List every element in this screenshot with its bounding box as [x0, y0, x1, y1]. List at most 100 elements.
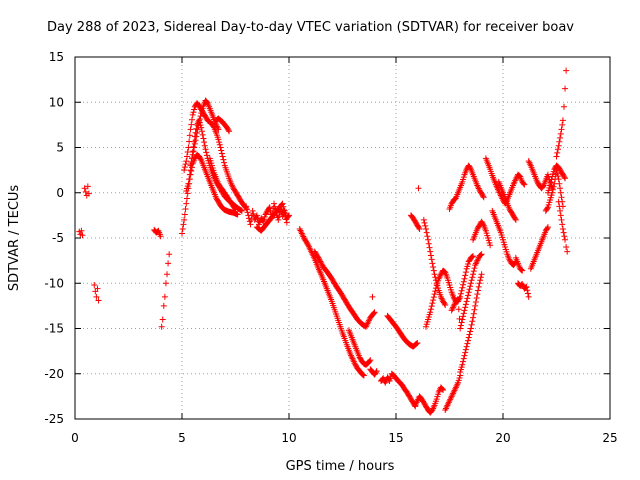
data-point [460, 355, 467, 362]
data-point [194, 126, 201, 133]
data-point [215, 126, 222, 133]
data-point [556, 180, 563, 187]
data-point [563, 244, 570, 251]
data-point [557, 189, 564, 196]
data-point [468, 254, 475, 261]
data-point [555, 176, 562, 183]
data-point [457, 322, 464, 329]
data-point [266, 204, 273, 211]
data-point [517, 266, 524, 273]
data-point [196, 116, 203, 123]
data-point [467, 283, 474, 290]
data-point [544, 224, 551, 231]
data-point [466, 286, 473, 293]
data-point [557, 134, 564, 141]
data-point [515, 172, 522, 179]
data-point [286, 212, 292, 219]
data-point [189, 151, 196, 158]
data-point [191, 106, 198, 113]
data-point [454, 297, 461, 304]
data-point [186, 176, 193, 183]
data-point [470, 314, 477, 321]
data-point [160, 302, 167, 309]
data-point [553, 153, 560, 160]
data-point [558, 216, 565, 223]
data-point [487, 242, 494, 249]
data-point [373, 369, 380, 376]
x-tick-label: 20 [495, 431, 510, 445]
data-point [430, 267, 437, 274]
data-point [78, 227, 85, 234]
data-point [366, 358, 373, 365]
data-point [232, 206, 239, 213]
data-point [455, 296, 462, 303]
data-point [190, 109, 197, 116]
data-point [465, 292, 472, 299]
data-point [467, 165, 474, 172]
data-point [559, 221, 566, 228]
data-point [478, 251, 485, 258]
data-point [460, 358, 467, 365]
y-tick-label: 15 [49, 50, 64, 64]
data-point [189, 111, 196, 118]
data-point [556, 138, 563, 145]
data-point [458, 287, 465, 294]
data-point [562, 236, 569, 243]
data-point [187, 126, 194, 133]
data-point [467, 328, 474, 335]
data-point [370, 310, 377, 317]
data-point [279, 200, 286, 207]
x-tick-label: 5 [178, 431, 186, 445]
data-point [544, 225, 551, 232]
data-point [215, 136, 222, 143]
data-point [561, 174, 568, 181]
data-point [471, 265, 478, 272]
data-point [423, 229, 430, 236]
data-point [188, 168, 195, 175]
data-point [462, 304, 469, 311]
data-point [440, 268, 447, 275]
data-point [244, 209, 251, 216]
data-point [81, 185, 88, 192]
data-point [557, 212, 564, 219]
data-point [557, 207, 564, 214]
data-point [203, 99, 210, 106]
data-point [472, 298, 479, 305]
data-point [465, 334, 472, 341]
data-point [420, 216, 427, 223]
data-point [564, 248, 571, 255]
data-point [460, 313, 467, 320]
y-axis-ticks: -25 -20 -15 -10 -5 0 5 10 15 [44, 50, 610, 426]
data-point [563, 67, 570, 74]
data-point [316, 257, 323, 264]
data-point [519, 267, 526, 274]
data-point [198, 128, 205, 135]
data-point [558, 194, 565, 201]
data-point [182, 161, 189, 168]
data-point [561, 233, 568, 240]
data-point [188, 158, 195, 165]
data-point [456, 315, 463, 322]
data-point [197, 155, 204, 162]
data-point [318, 261, 325, 268]
data-point [191, 144, 198, 151]
data-point [525, 293, 532, 300]
data-point [521, 181, 528, 188]
data-point [477, 251, 484, 258]
x-tick-label: 25 [602, 431, 617, 445]
data-point [429, 300, 436, 307]
data-point [282, 213, 289, 220]
data-point [412, 341, 419, 348]
data-point [183, 153, 190, 160]
data-point [460, 281, 467, 288]
data-point [464, 340, 471, 347]
data-point [183, 195, 190, 202]
y-tick-label: -15 [44, 322, 64, 336]
data-point [477, 277, 484, 284]
data-point [544, 205, 551, 212]
data-point [360, 371, 367, 378]
data-point [199, 131, 206, 138]
data-point [512, 215, 519, 222]
data-point [475, 283, 482, 290]
data-point [183, 158, 190, 165]
